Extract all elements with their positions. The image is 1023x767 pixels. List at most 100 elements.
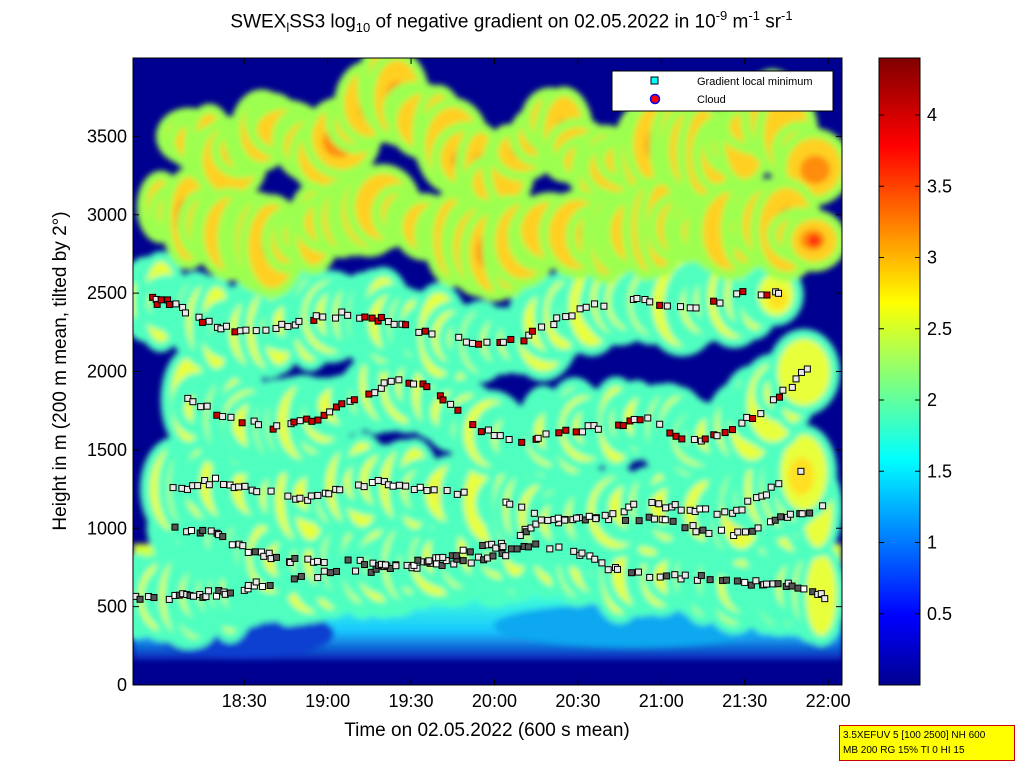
gradient-minimum-marker — [250, 417, 258, 425]
gradient-minimum-marker — [562, 426, 570, 434]
gradient-minimum-marker — [239, 542, 247, 550]
gradient-minimum-marker — [273, 422, 281, 430]
gradient-minimum-marker — [730, 532, 738, 540]
gradient-minimum-marker — [368, 479, 376, 487]
gradient-minimum-marker — [530, 509, 538, 517]
gradient-minimum-marker — [525, 331, 533, 339]
gradient-minimum-marker — [201, 476, 209, 484]
gradient-minimum-marker — [666, 429, 674, 437]
gradient-minimum-marker — [686, 304, 694, 312]
x-tick-label: 21:00 — [639, 691, 684, 711]
x-tick-label: 20:30 — [555, 691, 600, 711]
gradient-minimum-marker — [604, 566, 612, 574]
gradient-minimum-marker — [609, 510, 617, 518]
gradient-minimum-marker — [410, 380, 418, 388]
y-axis: 0 500 1000 1500 2000 2500 3000 3500 — [87, 126, 842, 695]
gradient-minimum-marker — [423, 487, 431, 495]
gradient-minimum-marker — [662, 504, 670, 512]
gradient-minimum-marker — [656, 420, 664, 428]
gradient-minimum-marker — [716, 299, 724, 307]
gradient-minimum-marker — [681, 571, 689, 579]
gradient-minimum-marker — [307, 492, 315, 500]
gradient-minimum-marker — [327, 569, 335, 577]
gradient-minimum-marker — [757, 410, 765, 418]
gradient-minimum-marker — [459, 557, 467, 565]
gradient-minimum-marker — [794, 584, 802, 592]
gradient-minimum-marker — [187, 527, 195, 535]
gradient-minimum-marker — [601, 511, 609, 519]
processing-info-box: 3.5XEFUV 5 [100 2500] NH 600 MB 200 RG 1… — [839, 725, 1015, 761]
y-tick-label: 3500 — [87, 126, 127, 146]
gradient-minimum-marker — [355, 481, 363, 489]
colorbar: 0.5 1 1.5 2 2.5 3 3.5 4 — [878, 57, 952, 686]
gradient-minimum-marker — [189, 592, 197, 600]
y-tick-label: 500 — [97, 597, 127, 617]
legend-box — [611, 70, 834, 112]
gradient-minimum-marker — [572, 428, 580, 436]
legend-label-cloud: Cloud — [697, 94, 726, 106]
colorbar-tick-label: 2.5 — [927, 319, 952, 339]
gradient-minimum-marker — [423, 383, 431, 391]
gradient-minimum-marker — [749, 415, 757, 423]
gradient-minimum-marker — [428, 330, 436, 338]
gradient-minimum-marker — [483, 338, 491, 346]
gradient-minimum-marker — [153, 300, 161, 308]
gradient-minimum-marker — [621, 516, 629, 524]
gradient-minimum-marker — [775, 289, 783, 297]
gradient-minimum-marker — [361, 561, 369, 569]
gradient-minimum-marker — [630, 500, 638, 508]
gradient-minimum-marker — [452, 552, 460, 560]
x-tick-label: 19:30 — [389, 691, 434, 711]
gradient-minimum-marker — [628, 569, 636, 577]
gradient-minimum-marker — [744, 497, 752, 505]
gradient-minimum-marker — [377, 313, 385, 321]
gradient-minimum-marker — [741, 578, 749, 586]
gradient-minimum-marker — [374, 476, 382, 484]
gradient-minimum-marker — [489, 552, 497, 560]
gradient-minimum-marker — [507, 545, 515, 553]
gradient-minimum-marker — [290, 575, 298, 583]
gradient-minimum-marker — [578, 428, 586, 436]
y-tick-label: 2000 — [87, 362, 127, 382]
gradient-minimum-marker — [656, 573, 664, 581]
gradient-minimum-marker — [469, 421, 477, 429]
gradient-minimum-marker — [777, 513, 785, 521]
gradient-minimum-marker — [757, 291, 765, 299]
x-tick-label: 19:00 — [305, 691, 350, 711]
gradient-minimum-marker — [172, 300, 180, 308]
gradient-minimum-marker — [706, 576, 714, 584]
gradient-minimum-marker — [821, 595, 829, 603]
gradient-minimum-marker — [314, 416, 322, 424]
gradient-minimum-marker — [502, 552, 510, 560]
gradient-minimum-marker — [696, 505, 704, 513]
gradient-minimum-marker — [635, 517, 643, 525]
gradient-minimum-marker — [455, 333, 463, 341]
gradient-minimum-marker — [646, 298, 654, 306]
gradient-minimum-marker — [211, 474, 219, 482]
gradient-minimum-marker — [752, 577, 760, 585]
gradient-minimum-marker — [542, 430, 550, 438]
gradient-minimum-marker — [738, 506, 746, 514]
gradient-minimum-marker — [313, 557, 321, 565]
gradient-minimum-marker — [251, 548, 259, 556]
gradient-minimum-marker — [421, 327, 429, 335]
gradient-minimum-marker — [414, 556, 422, 564]
gradient-minimum-marker — [304, 555, 312, 563]
gradient-minimum-marker — [576, 305, 584, 313]
gradient-minimum-marker — [238, 419, 246, 427]
gradient-minimum-marker — [204, 587, 212, 595]
gradient-minimum-marker — [439, 396, 447, 404]
gradient-minimum-marker — [656, 301, 664, 309]
gradient-minimum-marker — [272, 324, 280, 332]
y-tick-label: 2500 — [87, 283, 127, 303]
gradient-minimum-marker — [360, 483, 368, 491]
gradient-minimum-marker — [775, 393, 783, 401]
gradient-minimum-marker — [227, 413, 235, 421]
gradient-minimum-marker — [636, 416, 644, 424]
gradient-minimum-marker — [763, 580, 771, 588]
gradient-minimum-marker — [581, 516, 589, 524]
gradient-minimum-marker — [244, 548, 252, 556]
gradient-minimum-marker — [150, 594, 158, 602]
gradient-minimum-marker — [555, 429, 563, 437]
gradient-minimum-marker — [690, 435, 698, 443]
